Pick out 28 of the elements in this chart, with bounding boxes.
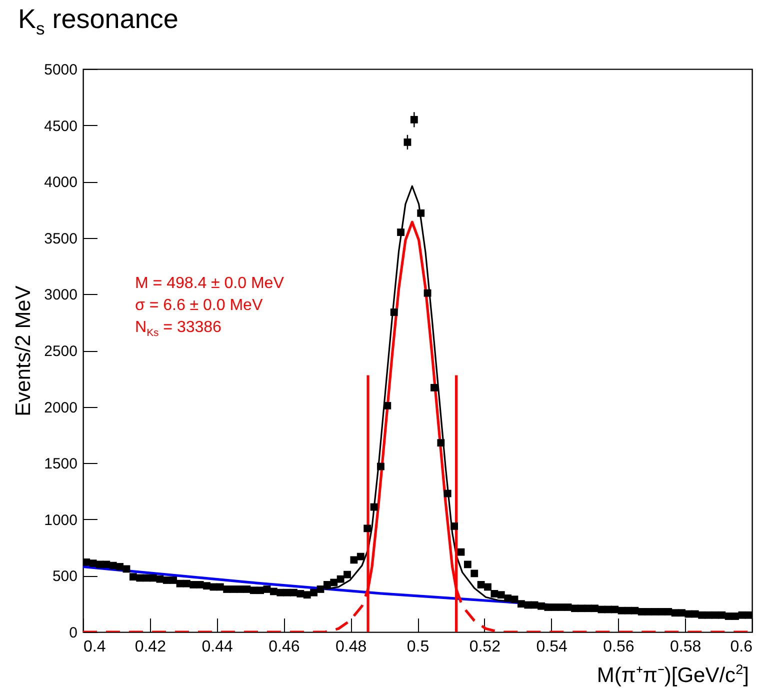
- y-tick-label: 3500: [44, 230, 78, 248]
- y-axis-title: Events/2 MeV: [12, 286, 36, 416]
- x-tick-label: 0.4: [84, 638, 106, 656]
- x-tick-label: 0.6: [730, 638, 753, 656]
- annotation: N$_{Ks}$ = 33386: [135, 318, 222, 342]
- x-tick-label: 0.54: [536, 638, 568, 656]
- y-tick-label: 0: [69, 624, 78, 642]
- x-tick-label: 0.42: [134, 638, 166, 656]
- x-tick-label: 0.44: [202, 638, 233, 656]
- chart-title: K$_{s}$ resonance: [18, 4, 178, 40]
- y-tick-label: 5000: [44, 62, 78, 78]
- y-tick-label: 1000: [44, 512, 78, 529]
- x-tick-label: 0.52: [469, 638, 501, 656]
- x-axis-title: M(π⁺π⁻)[GeV/c$^{2}$]: [596, 661, 749, 688]
- x-tick-label: 0.46: [268, 638, 300, 656]
- y-tick-label: 3000: [44, 286, 78, 304]
- x-tick-label: 0.56: [603, 638, 634, 656]
- y-tick-label: 2000: [44, 399, 78, 416]
- y-tick-label: 1500: [44, 456, 78, 473]
- annotation: σ = 6.6 ± 0.0 MeV: [135, 296, 264, 316]
- x-tick-label: 0.58: [670, 638, 702, 656]
- x-tick-label: 0.5: [406, 638, 430, 656]
- y-tick-label: 4500: [44, 118, 78, 135]
- y-tick-label: 500: [52, 568, 78, 586]
- annotation: M = 498.4 ± 0.0 MeV: [135, 274, 284, 294]
- y-tick-label: 4000: [44, 174, 78, 192]
- y-tick-label: 2500: [44, 343, 78, 360]
- x-tick-label: 0.48: [336, 638, 367, 656]
